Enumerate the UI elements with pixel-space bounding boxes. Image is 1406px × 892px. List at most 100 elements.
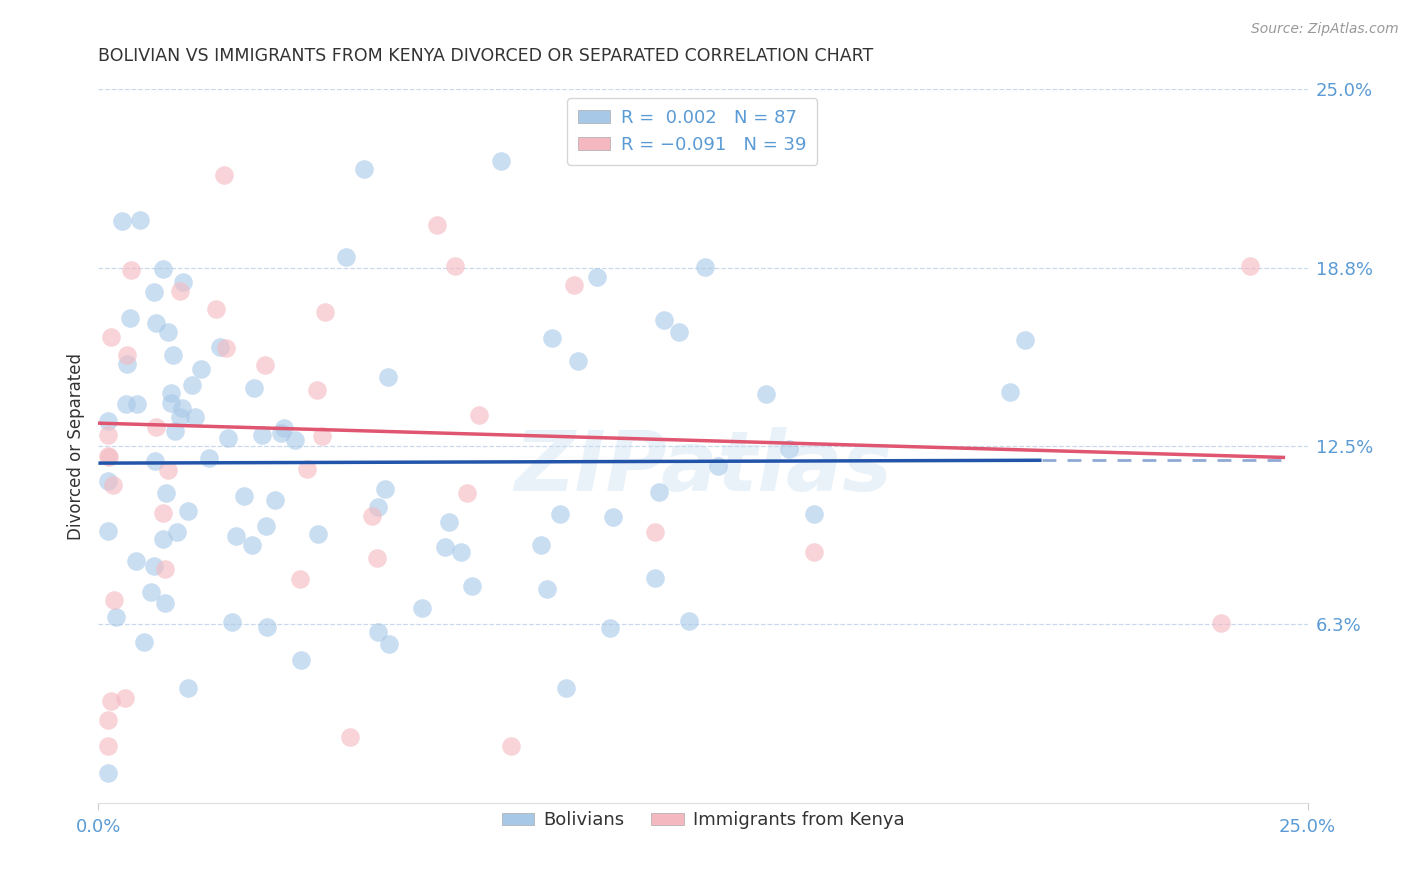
Point [305, 383, 328, 397]
Point [214, 168, 236, 182]
Point [215, 341, 238, 355]
Point [499, 739, 522, 753]
Point [143, 454, 166, 468]
Point [97, 413, 120, 427]
Point [1014, 333, 1036, 347]
Point [339, 730, 361, 744]
Point [97, 713, 120, 727]
Point [426, 219, 449, 233]
Point [778, 442, 800, 456]
Point [668, 325, 690, 339]
Point [177, 504, 200, 518]
Point [153, 562, 176, 576]
Point [377, 369, 399, 384]
Point [288, 572, 311, 586]
Point [204, 301, 226, 316]
Point [311, 429, 333, 443]
Point [97, 449, 120, 463]
Point [97, 428, 120, 442]
Point [160, 396, 183, 410]
Point [307, 527, 329, 541]
Point [648, 484, 671, 499]
Point [264, 492, 287, 507]
Point [450, 545, 472, 559]
Point [157, 325, 180, 339]
Point [225, 529, 247, 543]
Point [111, 214, 134, 228]
Point [361, 508, 384, 523]
Point [152, 506, 174, 520]
Point [233, 489, 256, 503]
Point [707, 458, 730, 473]
Point [586, 270, 609, 285]
Point [125, 554, 148, 568]
Point [142, 558, 165, 573]
Point [444, 259, 467, 273]
Point [652, 313, 675, 327]
Point [599, 621, 621, 635]
Point [273, 421, 295, 435]
Point [1209, 615, 1232, 630]
Point [562, 277, 585, 292]
Point [97, 739, 120, 753]
Point [1239, 259, 1261, 273]
Point [548, 507, 571, 521]
Point [128, 212, 150, 227]
Point [221, 615, 243, 630]
Point [98, 450, 121, 464]
Point [155, 486, 177, 500]
Point [270, 426, 292, 441]
Point [693, 260, 716, 275]
Point [97, 474, 120, 488]
Point [254, 518, 277, 533]
Point [117, 348, 139, 362]
Point [160, 386, 183, 401]
Point [100, 694, 122, 708]
Point [530, 538, 553, 552]
Point [177, 681, 200, 695]
Point [169, 410, 191, 425]
Point [378, 637, 401, 651]
Point [803, 508, 825, 522]
Point [114, 690, 136, 705]
Point [153, 596, 176, 610]
Point [998, 384, 1021, 399]
Point [100, 329, 122, 343]
Point [198, 450, 221, 465]
Point [456, 486, 478, 500]
Point [169, 284, 191, 298]
Point [152, 262, 174, 277]
Point [117, 357, 139, 371]
Point [678, 615, 700, 629]
Point [644, 571, 666, 585]
Text: Source: ZipAtlas.com: Source: ZipAtlas.com [1251, 22, 1399, 37]
Point [97, 524, 120, 539]
Point [755, 387, 778, 401]
Point [250, 428, 273, 442]
Point [367, 500, 389, 515]
Point [172, 401, 194, 415]
Point [172, 275, 194, 289]
Point [132, 634, 155, 648]
Point [101, 478, 124, 492]
Point [145, 420, 167, 434]
Point [103, 593, 125, 607]
Point [97, 766, 120, 780]
Point [166, 525, 188, 540]
Point [567, 353, 589, 368]
Y-axis label: Divorced or Separated: Divorced or Separated [66, 352, 84, 540]
Point [254, 358, 277, 372]
Point [104, 610, 127, 624]
Point [181, 378, 204, 392]
Point [461, 579, 484, 593]
Point [190, 361, 212, 376]
Legend: Bolivians, Immigrants from Kenya: Bolivians, Immigrants from Kenya [495, 805, 911, 837]
Point [295, 462, 318, 476]
Point [374, 482, 396, 496]
Point [162, 348, 184, 362]
Point [434, 540, 457, 554]
Point [145, 316, 167, 330]
Point [437, 515, 460, 529]
Point [152, 532, 174, 546]
Point [120, 310, 142, 325]
